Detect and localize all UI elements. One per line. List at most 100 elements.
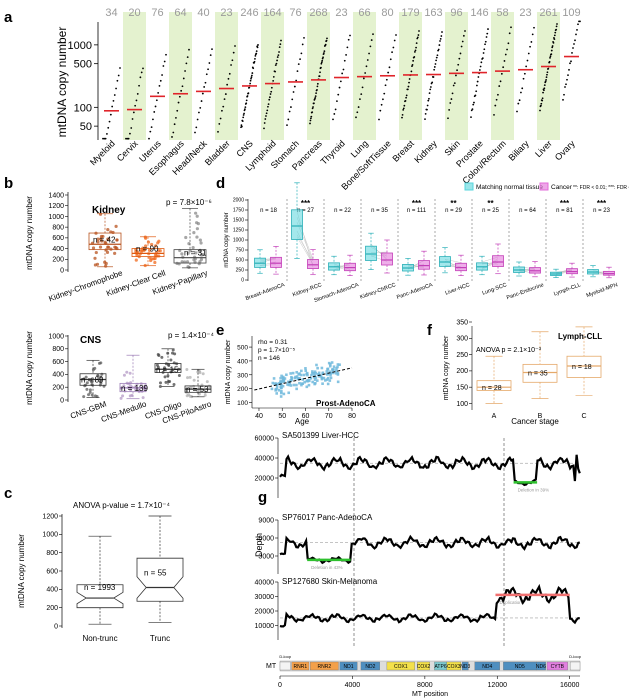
data-point — [296, 70, 299, 72]
data-point — [313, 370, 317, 374]
data-point — [219, 117, 222, 120]
data-point — [226, 83, 229, 86]
data-point — [96, 373, 100, 377]
data-point — [314, 372, 318, 375]
data-point — [368, 52, 370, 55]
data-point — [231, 59, 234, 62]
shade-band — [491, 12, 514, 140]
data-point — [175, 116, 177, 119]
data-point — [550, 49, 553, 52]
data-point — [366, 59, 369, 61]
data-point — [255, 52, 258, 55]
y-tick-label: 200 — [52, 385, 64, 392]
data-point — [389, 58, 392, 61]
y-tick-label: 800 — [52, 346, 64, 353]
data-point — [380, 103, 383, 106]
data-point — [530, 41, 533, 43]
gene-block — [569, 661, 581, 671]
count-label: n = 81 — [556, 208, 574, 214]
data-point — [205, 73, 208, 76]
data-point — [172, 382, 176, 386]
data-point — [272, 75, 275, 78]
legend-swatch-normal — [464, 182, 474, 191]
data-point — [154, 244, 158, 248]
data-point — [336, 100, 338, 102]
sample-count: 261 — [539, 7, 557, 19]
data-point — [112, 99, 115, 102]
data-point — [290, 375, 293, 379]
box — [88, 232, 122, 251]
panel-c-x-labels: Non-trunc Trunc — [82, 634, 170, 643]
shade-band — [537, 12, 560, 140]
data-point — [484, 40, 487, 43]
data-point — [116, 79, 119, 82]
data-point — [155, 99, 158, 102]
count-label: n = 27 — [297, 208, 315, 214]
y-tick-label: 400 — [237, 358, 248, 365]
panel-b2-y-label: mtDNA copy number — [25, 331, 34, 405]
data-point — [555, 25, 558, 28]
count-label: n = 23 — [593, 208, 611, 214]
gene-label: ND1 — [344, 664, 354, 670]
data-point — [280, 39, 282, 42]
panel-label-f: f — [427, 322, 433, 339]
data-point — [196, 118, 199, 121]
data-point — [383, 92, 386, 95]
data-point — [131, 118, 134, 120]
panel-a-y-ticks: 50 100 500 1000 — [68, 40, 98, 133]
category-label: B — [538, 413, 543, 420]
data-point — [407, 85, 410, 88]
data-point — [382, 98, 384, 101]
data-point — [295, 79, 298, 82]
data-point — [498, 85, 501, 87]
data-point — [155, 254, 159, 258]
y-tick-label: 9000 — [258, 518, 274, 525]
panel-f-y-label: mtDNA copy number — [443, 335, 450, 400]
data-point — [311, 370, 314, 373]
data-point — [473, 101, 475, 104]
data-point — [250, 76, 253, 79]
x-tick-label: 8000 — [417, 682, 433, 689]
data-point — [279, 391, 283, 395]
data-point — [107, 126, 110, 129]
data-point — [324, 43, 327, 46]
data-point — [320, 61, 323, 64]
data-point — [572, 47, 574, 49]
sample-count: 268 — [309, 7, 327, 19]
sample-count: 80 — [381, 7, 393, 19]
data-point — [211, 48, 213, 51]
data-point — [287, 383, 291, 387]
data-point — [541, 97, 544, 100]
sample-count: 23 — [220, 7, 232, 19]
data-point — [290, 106, 292, 108]
data-point — [275, 387, 279, 390]
data-point — [577, 23, 579, 26]
data-point — [326, 37, 328, 40]
data-point — [272, 377, 276, 380]
data-point — [308, 379, 311, 383]
data-point — [128, 394, 132, 398]
data-point — [280, 386, 283, 390]
data-point — [282, 380, 286, 383]
category-label: C — [581, 413, 586, 420]
data-point — [486, 32, 489, 35]
y-tick-label: 1000 — [68, 40, 92, 52]
data-point — [361, 86, 364, 89]
data-point — [191, 245, 195, 250]
data-point — [403, 104, 406, 107]
data-point — [476, 84, 478, 87]
data-point — [287, 391, 291, 395]
data-point — [299, 373, 303, 377]
data-point — [474, 94, 477, 97]
sample-count: 109 — [562, 7, 580, 19]
legend-label-cancer: Cancer — [551, 184, 573, 191]
data-point — [494, 104, 497, 107]
panel-g-tracks: SA501399 Liver-HCC 20000 40000 60000 Deletio… — [255, 431, 581, 640]
count-label: n = 64 — [519, 208, 537, 214]
data-point — [187, 393, 191, 397]
panel-g-x-ticks: 0 4000 8000 12000 16000 — [278, 676, 580, 689]
data-point — [163, 60, 166, 63]
data-point — [416, 36, 419, 39]
data-point — [248, 86, 251, 89]
data-point — [181, 85, 184, 88]
